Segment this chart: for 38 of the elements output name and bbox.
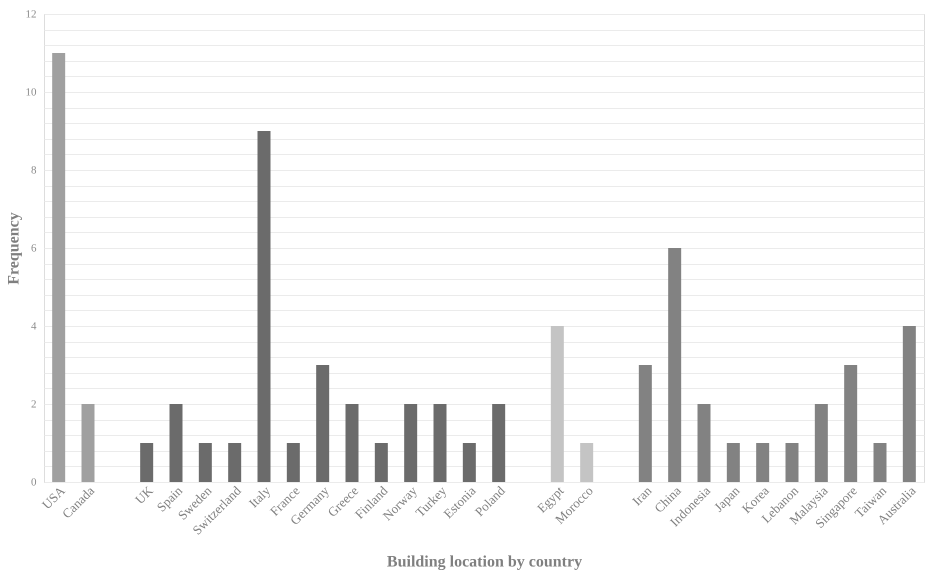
y-tick-label: 12 <box>26 8 36 20</box>
bar <box>52 53 66 482</box>
bar <box>170 404 182 482</box>
bar <box>198 443 212 482</box>
y-tick-label: 4 <box>31 320 37 332</box>
bar <box>346 404 358 482</box>
y-tick-label: 6 <box>31 242 37 254</box>
bar <box>638 365 652 482</box>
bar <box>756 443 770 482</box>
bar <box>140 443 154 482</box>
x-tick-label: Iran <box>629 482 655 508</box>
bar <box>258 131 270 482</box>
x-tick-label: UK <box>132 482 156 507</box>
bar <box>668 248 682 482</box>
bar <box>374 443 388 482</box>
bar <box>492 404 506 482</box>
bar <box>580 443 594 482</box>
bar <box>462 443 476 482</box>
bar <box>82 404 94 482</box>
bar <box>874 443 886 482</box>
bar <box>786 443 798 482</box>
bar <box>814 404 828 482</box>
y-tick-label: 0 <box>31 476 37 488</box>
y-tick-label: 10 <box>26 86 37 98</box>
bar <box>902 326 916 482</box>
bar <box>228 443 242 482</box>
bar <box>726 443 740 482</box>
bar <box>550 326 564 482</box>
bar <box>844 365 858 482</box>
bar <box>434 404 446 482</box>
bar <box>404 404 418 482</box>
y-tick-label: 2 <box>31 398 36 410</box>
x-axis-title: Building location by country <box>386 554 582 571</box>
y-tick-label: 8 <box>31 164 37 176</box>
bar <box>698 404 710 482</box>
bar <box>316 365 330 482</box>
bar <box>286 443 300 482</box>
y-axis-title: Frequency <box>6 212 22 285</box>
